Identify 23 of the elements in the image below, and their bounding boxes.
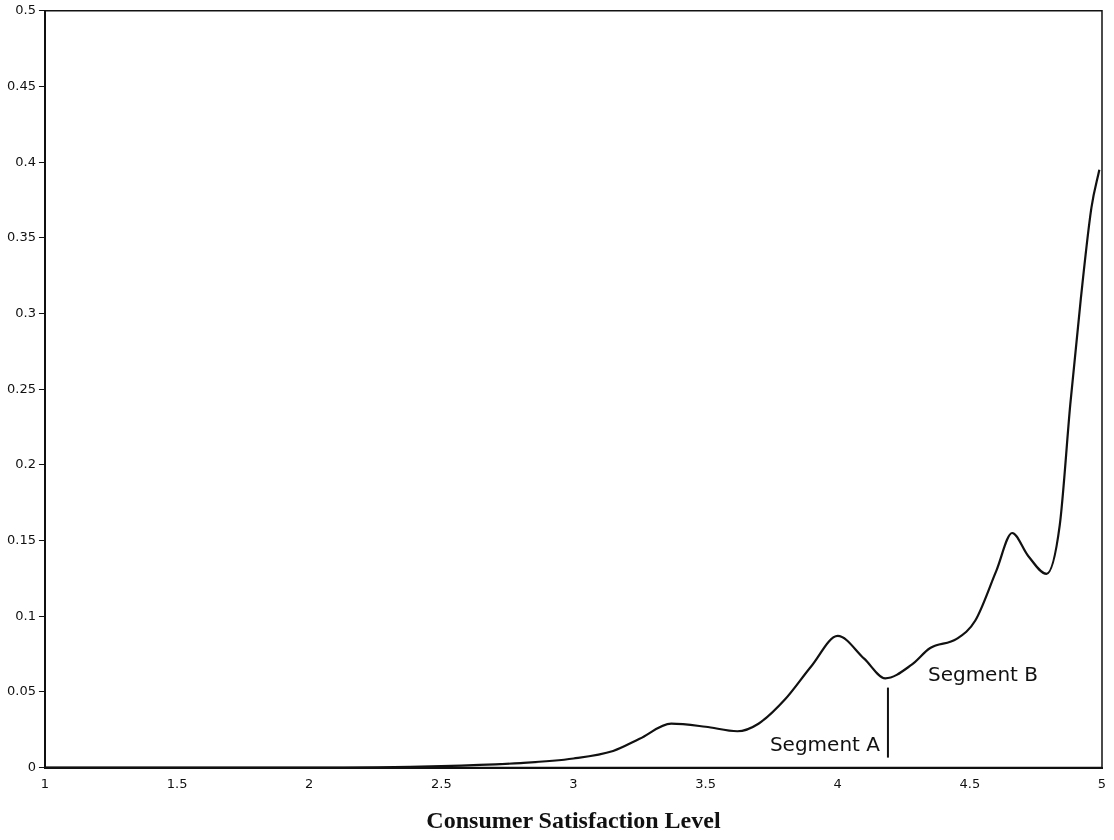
- x-tick-label: 4: [833, 775, 842, 791]
- x-tick-label: 1.5: [166, 775, 188, 791]
- x-tick-label: 1: [40, 775, 50, 791]
- y-tick-label: 0.25: [6, 380, 36, 396]
- y-tick-label: 0.2: [15, 456, 36, 472]
- y-tick-label: 0: [27, 758, 36, 774]
- x-tick-label: 3: [569, 775, 578, 791]
- annotation: Segment B: [927, 661, 1039, 686]
- x-tick-label: 2.5: [431, 775, 452, 791]
- x-tick-label: 4.5: [959, 775, 981, 791]
- y-tick-label: 0.15: [6, 531, 36, 547]
- x-tick-label: 2: [305, 775, 314, 791]
- y-tick-label: 0.1: [15, 607, 36, 623]
- x-tick-label: 5: [1097, 775, 1107, 791]
- x-tick-label: 3.5: [695, 775, 716, 791]
- y-tick-label: 0.35: [6, 229, 36, 245]
- y-tick-label: 0.05: [6, 683, 36, 699]
- y-tick-label: 0.4: [15, 153, 36, 169]
- annotation: Segment A: [769, 731, 881, 756]
- y-tick-label: 0.3: [15, 304, 36, 320]
- x-axis-title: Consumer Satisfaction Level: [426, 806, 721, 833]
- y-tick-label: 0.45: [6, 77, 36, 93]
- y-tick-label: 0.5: [15, 2, 36, 18]
